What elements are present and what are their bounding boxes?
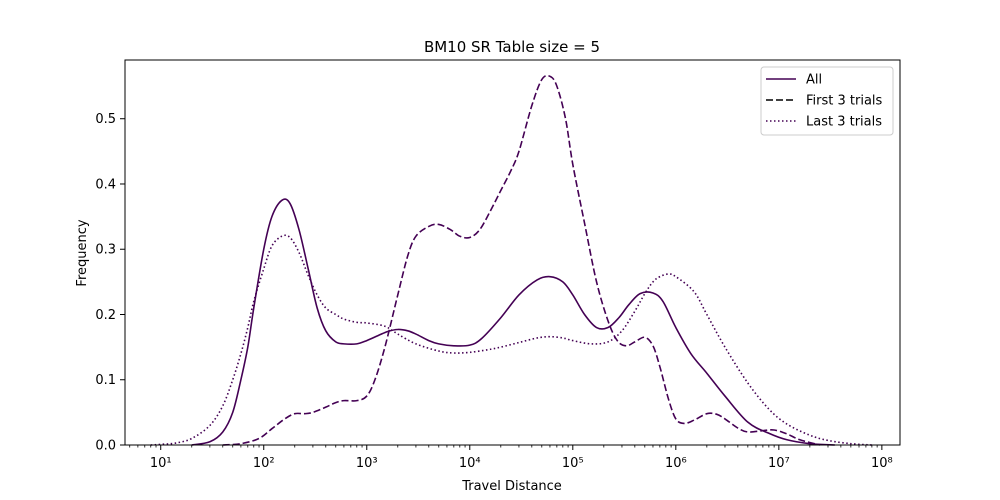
legend-frame [760, 66, 894, 136]
legend-label-1: All [806, 73, 822, 88]
y-tick-label: 0.3 [95, 243, 116, 258]
x-tick-label: 10⁶ [665, 456, 687, 471]
y-axis: 0.0 0.1 0.2 0.3 0.4 0.5 [95, 112, 125, 454]
plot-lines [150, 74, 872, 446]
y-tick-label: 0.4 [95, 177, 116, 192]
x-axis: 10¹ 10² 10³ 10⁴ 10⁵ 10⁶ 10⁷ 10⁸ [129, 445, 893, 471]
x-tick-label: 10² [253, 456, 275, 471]
plot-frame [124, 59, 901, 446]
legend-label-3: Last 3 trials [806, 115, 882, 130]
y-tick-label: 0.5 [95, 112, 116, 127]
x-tick-label: 10³ [356, 456, 378, 471]
y-tick-label: 0.2 [95, 308, 116, 323]
legend-label-2: First 3 trials [806, 94, 883, 109]
x-tick-label: 10¹ [150, 456, 172, 471]
x-tick-label: 10⁴ [459, 456, 481, 471]
x-tick-label: 10⁸ [871, 456, 893, 471]
chart-title: BM10 SR Table size = 5 [424, 38, 600, 56]
series-line-2 [222, 74, 821, 446]
y-tick-label: 0.0 [95, 439, 116, 454]
x-tick-label: 10⁵ [562, 456, 584, 471]
series-line-1 [191, 198, 835, 446]
y-axis-label: Frequency [75, 219, 90, 286]
y-tick-label: 0.1 [95, 373, 116, 388]
x-axis-label: Travel Distance [461, 479, 562, 494]
x-tick-label: 10⁷ [768, 456, 790, 471]
series-line-3 [150, 234, 872, 446]
legend: All First 3 trials Last 3 trials [760, 66, 894, 136]
